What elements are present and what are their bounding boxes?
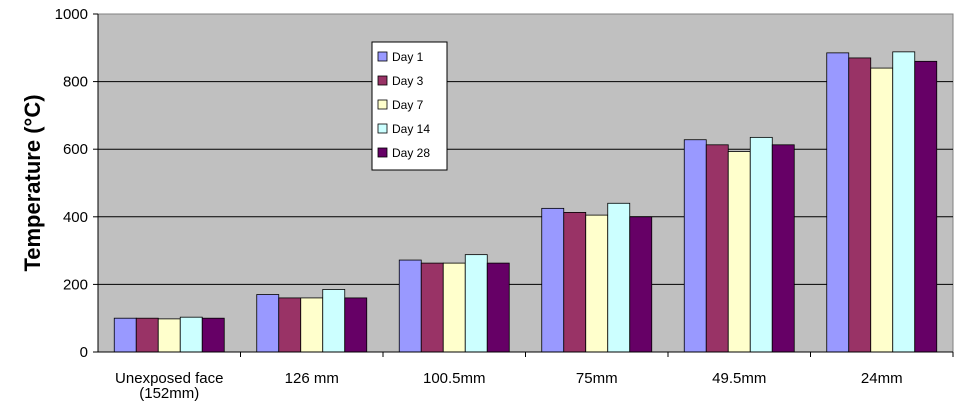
axes <box>93 13 954 357</box>
legend-label: Day 14 <box>392 122 430 136</box>
legend-swatch <box>377 75 388 86</box>
plot-area <box>97 13 954 353</box>
legend: Day 1 Day 3 Day 7 Day 14 Day 28 <box>371 41 448 171</box>
y-tick-label: 1000 <box>55 6 88 23</box>
bar-day-3 <box>135 317 159 353</box>
x-tick-label: 49.5mm <box>712 370 766 387</box>
legend-swatch <box>377 51 388 62</box>
legend-swatch <box>377 99 388 110</box>
bar-day-14 <box>607 202 631 353</box>
x-tick-label: Unexposed face (152mm) <box>115 370 223 402</box>
bar-day-7 <box>300 297 324 353</box>
bar-day-3 <box>563 212 587 353</box>
legend-label: Day 28 <box>392 146 430 160</box>
bar-day-1 <box>541 207 565 353</box>
bar-day-14 <box>322 289 346 353</box>
y-tick-labels: 0 200 400 600 800 1000 <box>55 6 88 361</box>
legend-swatch <box>377 147 388 158</box>
bar-day-1 <box>256 294 280 353</box>
legend-label: Day 7 <box>392 98 424 112</box>
bar-day-14 <box>179 316 203 353</box>
bar-day-3 <box>705 144 729 353</box>
bar-day-28 <box>486 262 510 353</box>
bar-day-14 <box>892 51 916 353</box>
bar-day-7 <box>585 214 609 353</box>
bar-day-1 <box>113 317 137 353</box>
x-tick-label: 126 mm <box>285 370 339 387</box>
legend-label: Day 3 <box>392 74 424 88</box>
x-tick-label: 75mm <box>576 370 618 387</box>
bar-day-7 <box>727 151 751 353</box>
bar-day-28 <box>914 60 938 353</box>
bar-day-1 <box>398 259 422 353</box>
x-tick-label: 24mm <box>861 370 903 387</box>
bar-day-7 <box>157 318 181 353</box>
y-tick-label: 200 <box>63 276 88 293</box>
y-axis-title: Temperature (°C) <box>20 94 45 271</box>
bar-day-1 <box>683 139 707 353</box>
x-tick-label: 100.5mm <box>423 370 486 387</box>
bars <box>113 51 938 353</box>
bar-day-1 <box>826 52 850 353</box>
y-tick-label: 400 <box>63 209 88 226</box>
bar-day-3 <box>278 297 302 353</box>
legend-label: Day 1 <box>392 50 424 64</box>
y-tick-label: 0 <box>80 344 88 361</box>
y-tick-label: 800 <box>63 74 88 91</box>
bar-day-28 <box>201 317 225 353</box>
bar-day-3 <box>420 262 444 353</box>
bar-day-7 <box>870 67 894 353</box>
bar-day-14 <box>749 136 773 353</box>
y-tick-label: 600 <box>63 141 88 158</box>
x-tick-labels: Unexposed face (152mm) 126 mm 100.5mm 75mm 49… <box>115 370 903 402</box>
bar-day-7 <box>442 262 466 353</box>
bar-day-14 <box>464 254 488 353</box>
legend-swatch <box>377 123 388 134</box>
bar-day-28 <box>344 297 368 353</box>
gridlines <box>98 81 953 285</box>
bar-day-28 <box>771 144 795 353</box>
bar-day-3 <box>848 57 872 353</box>
bar-day-28 <box>629 216 653 353</box>
